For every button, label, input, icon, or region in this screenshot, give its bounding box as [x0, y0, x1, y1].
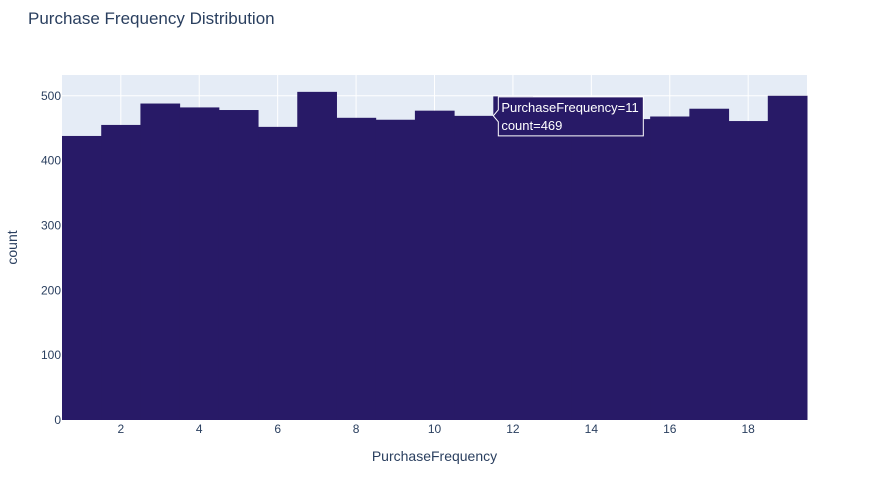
- y-tick-label: 500: [41, 89, 61, 103]
- bar[interactable]: [767, 95, 808, 420]
- x-tick-label: 12: [506, 422, 520, 436]
- x-ticks: 2 4 6 8 10 12 14 16 18: [117, 422, 755, 436]
- bar[interactable]: [414, 110, 455, 420]
- bar[interactable]: [571, 119, 612, 420]
- bar[interactable]: [218, 110, 259, 420]
- y-tick-label: 100: [41, 348, 61, 362]
- y-axis-title: count: [4, 230, 20, 264]
- bar[interactable]: [375, 119, 416, 420]
- x-tick-label: 14: [585, 422, 599, 436]
- y-tick-label: 300: [41, 218, 61, 232]
- y-tick-label: 0: [54, 413, 61, 427]
- bar[interactable]: [650, 116, 690, 421]
- x-axis-title: PurchaseFrequency: [372, 448, 497, 464]
- x-tick-label: 8: [353, 422, 360, 436]
- bar[interactable]: [336, 117, 377, 420]
- x-tick-label: 2: [117, 422, 124, 436]
- bar[interactable]: [493, 96, 534, 420]
- bar[interactable]: [179, 107, 220, 421]
- x-tick-label: 18: [742, 422, 756, 436]
- y-tick-label: 400: [41, 154, 61, 168]
- bar[interactable]: [62, 135, 102, 420]
- hover-tooltip: PurchaseFrequency=11 count=469: [492, 96, 644, 137]
- bar[interactable]: [610, 119, 651, 420]
- bar[interactable]: [689, 108, 730, 420]
- y-tick-label: 200: [41, 283, 61, 297]
- chart-title: Purchase Frequency Distribution: [28, 9, 275, 28]
- bar[interactable]: [140, 103, 181, 420]
- hover-tooltip-line1: PurchaseFrequency=11: [501, 100, 638, 115]
- bar[interactable]: [728, 121, 769, 420]
- x-tick-label: 16: [663, 422, 677, 436]
- bar[interactable]: [532, 120, 573, 420]
- bar[interactable]: [258, 126, 298, 420]
- bars: [62, 91, 808, 421]
- bar[interactable]: [101, 124, 141, 421]
- bar[interactable]: [297, 91, 337, 420]
- hover-tooltip-line2: count=469: [501, 118, 562, 133]
- bar[interactable]: [454, 115, 494, 421]
- y-ticks: 0 100 200 300 400 500: [41, 89, 61, 427]
- x-tick-label: 6: [274, 422, 281, 436]
- hover-tooltip-box: [492, 96, 644, 137]
- x-tick-label: 4: [196, 422, 203, 436]
- x-tick-label: 10: [428, 422, 442, 436]
